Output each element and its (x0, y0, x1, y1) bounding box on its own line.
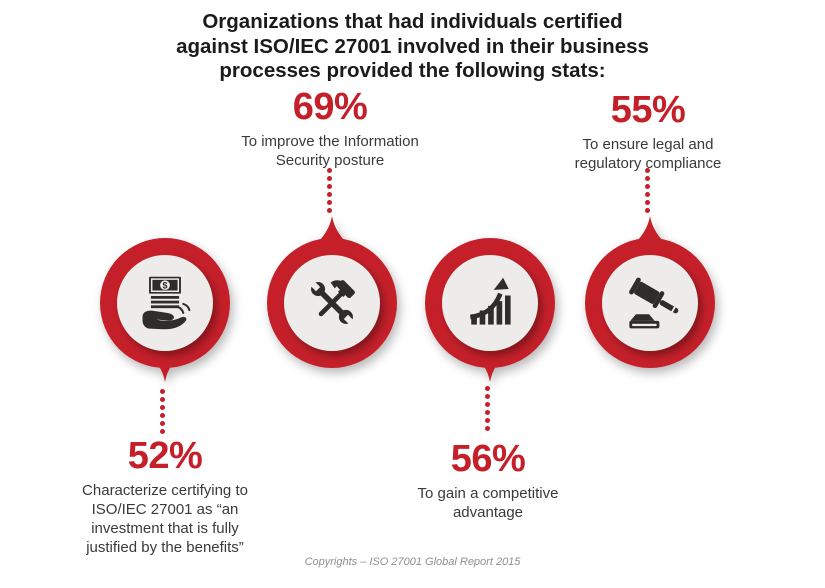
dot (160, 397, 165, 402)
pin-inner-circle (442, 255, 538, 351)
growth-chart-icon (469, 277, 511, 325)
dot (645, 200, 650, 205)
dot (485, 410, 490, 415)
dot (485, 418, 490, 423)
dotted-connector-security (327, 168, 332, 213)
title-line-3: processes provided the following stats: (219, 59, 606, 82)
dot (327, 184, 332, 189)
stat-block-investment: 52% Characterize certifying to ISO/IEC 2… (67, 435, 263, 557)
stat-pin-advantage (425, 238, 555, 382)
stat-pin-investment: $ (100, 238, 230, 382)
copyright-note: Copyrights – ISO 27001 Global Report 201… (304, 556, 521, 568)
dot (645, 168, 650, 173)
dot (485, 386, 490, 391)
dot (645, 184, 650, 189)
pin-inner-circle (602, 255, 698, 351)
stat-label-investment: Characterize certifying to ISO/IEC 27001… (82, 481, 248, 556)
dot (327, 176, 332, 181)
dot (645, 176, 650, 181)
dotted-connector-compliance (645, 168, 650, 213)
cash-in-hand-icon: $ (142, 276, 191, 330)
dot (160, 429, 165, 434)
stat-block-compliance: 55% To ensure legal and regulatory compl… (548, 89, 748, 173)
dot (327, 208, 332, 213)
page-title: Organizations that had individuals certi… (0, 10, 825, 84)
stat-pin-compliance (585, 216, 715, 368)
stat-label-security: To improve the Information Security post… (241, 132, 419, 169)
dot (327, 200, 332, 205)
gavel-icon (629, 277, 679, 329)
stat-pin-security (267, 216, 397, 368)
dotted-connector-investment (160, 389, 165, 434)
dot (327, 192, 332, 197)
stat-block-security: 69% To improve the Information Security … (230, 86, 430, 170)
dot (485, 394, 490, 399)
stat-value-investment: 52% (127, 435, 203, 477)
dotted-connector-advantage (485, 386, 490, 431)
title-line-2: against ISO/IEC 27001 involved in their … (176, 34, 649, 58)
stat-value-security: 69% (292, 86, 368, 128)
dot (160, 389, 165, 394)
stat-value-compliance: 55% (610, 89, 686, 131)
stat-label-compliance: To ensure legal and regulatory complianc… (574, 135, 722, 172)
stat-block-advantage: 56% To gain a competitive advantage (403, 438, 573, 522)
dot (485, 426, 490, 431)
dot (327, 168, 332, 173)
dot (485, 402, 490, 407)
stat-label-advantage: To gain a competitive advantage (417, 484, 559, 521)
pin-inner-circle: $ (117, 255, 213, 351)
dot (160, 413, 165, 418)
svg-text:$: $ (163, 281, 168, 291)
dot (645, 208, 650, 213)
dot (160, 405, 165, 410)
crossed-tools-icon (309, 280, 355, 326)
pin-inner-circle (284, 255, 380, 351)
stat-value-advantage: 56% (450, 438, 526, 480)
dot (645, 192, 650, 197)
title-line-1: Organizations that had individuals certi… (202, 10, 623, 33)
dot (160, 421, 165, 426)
